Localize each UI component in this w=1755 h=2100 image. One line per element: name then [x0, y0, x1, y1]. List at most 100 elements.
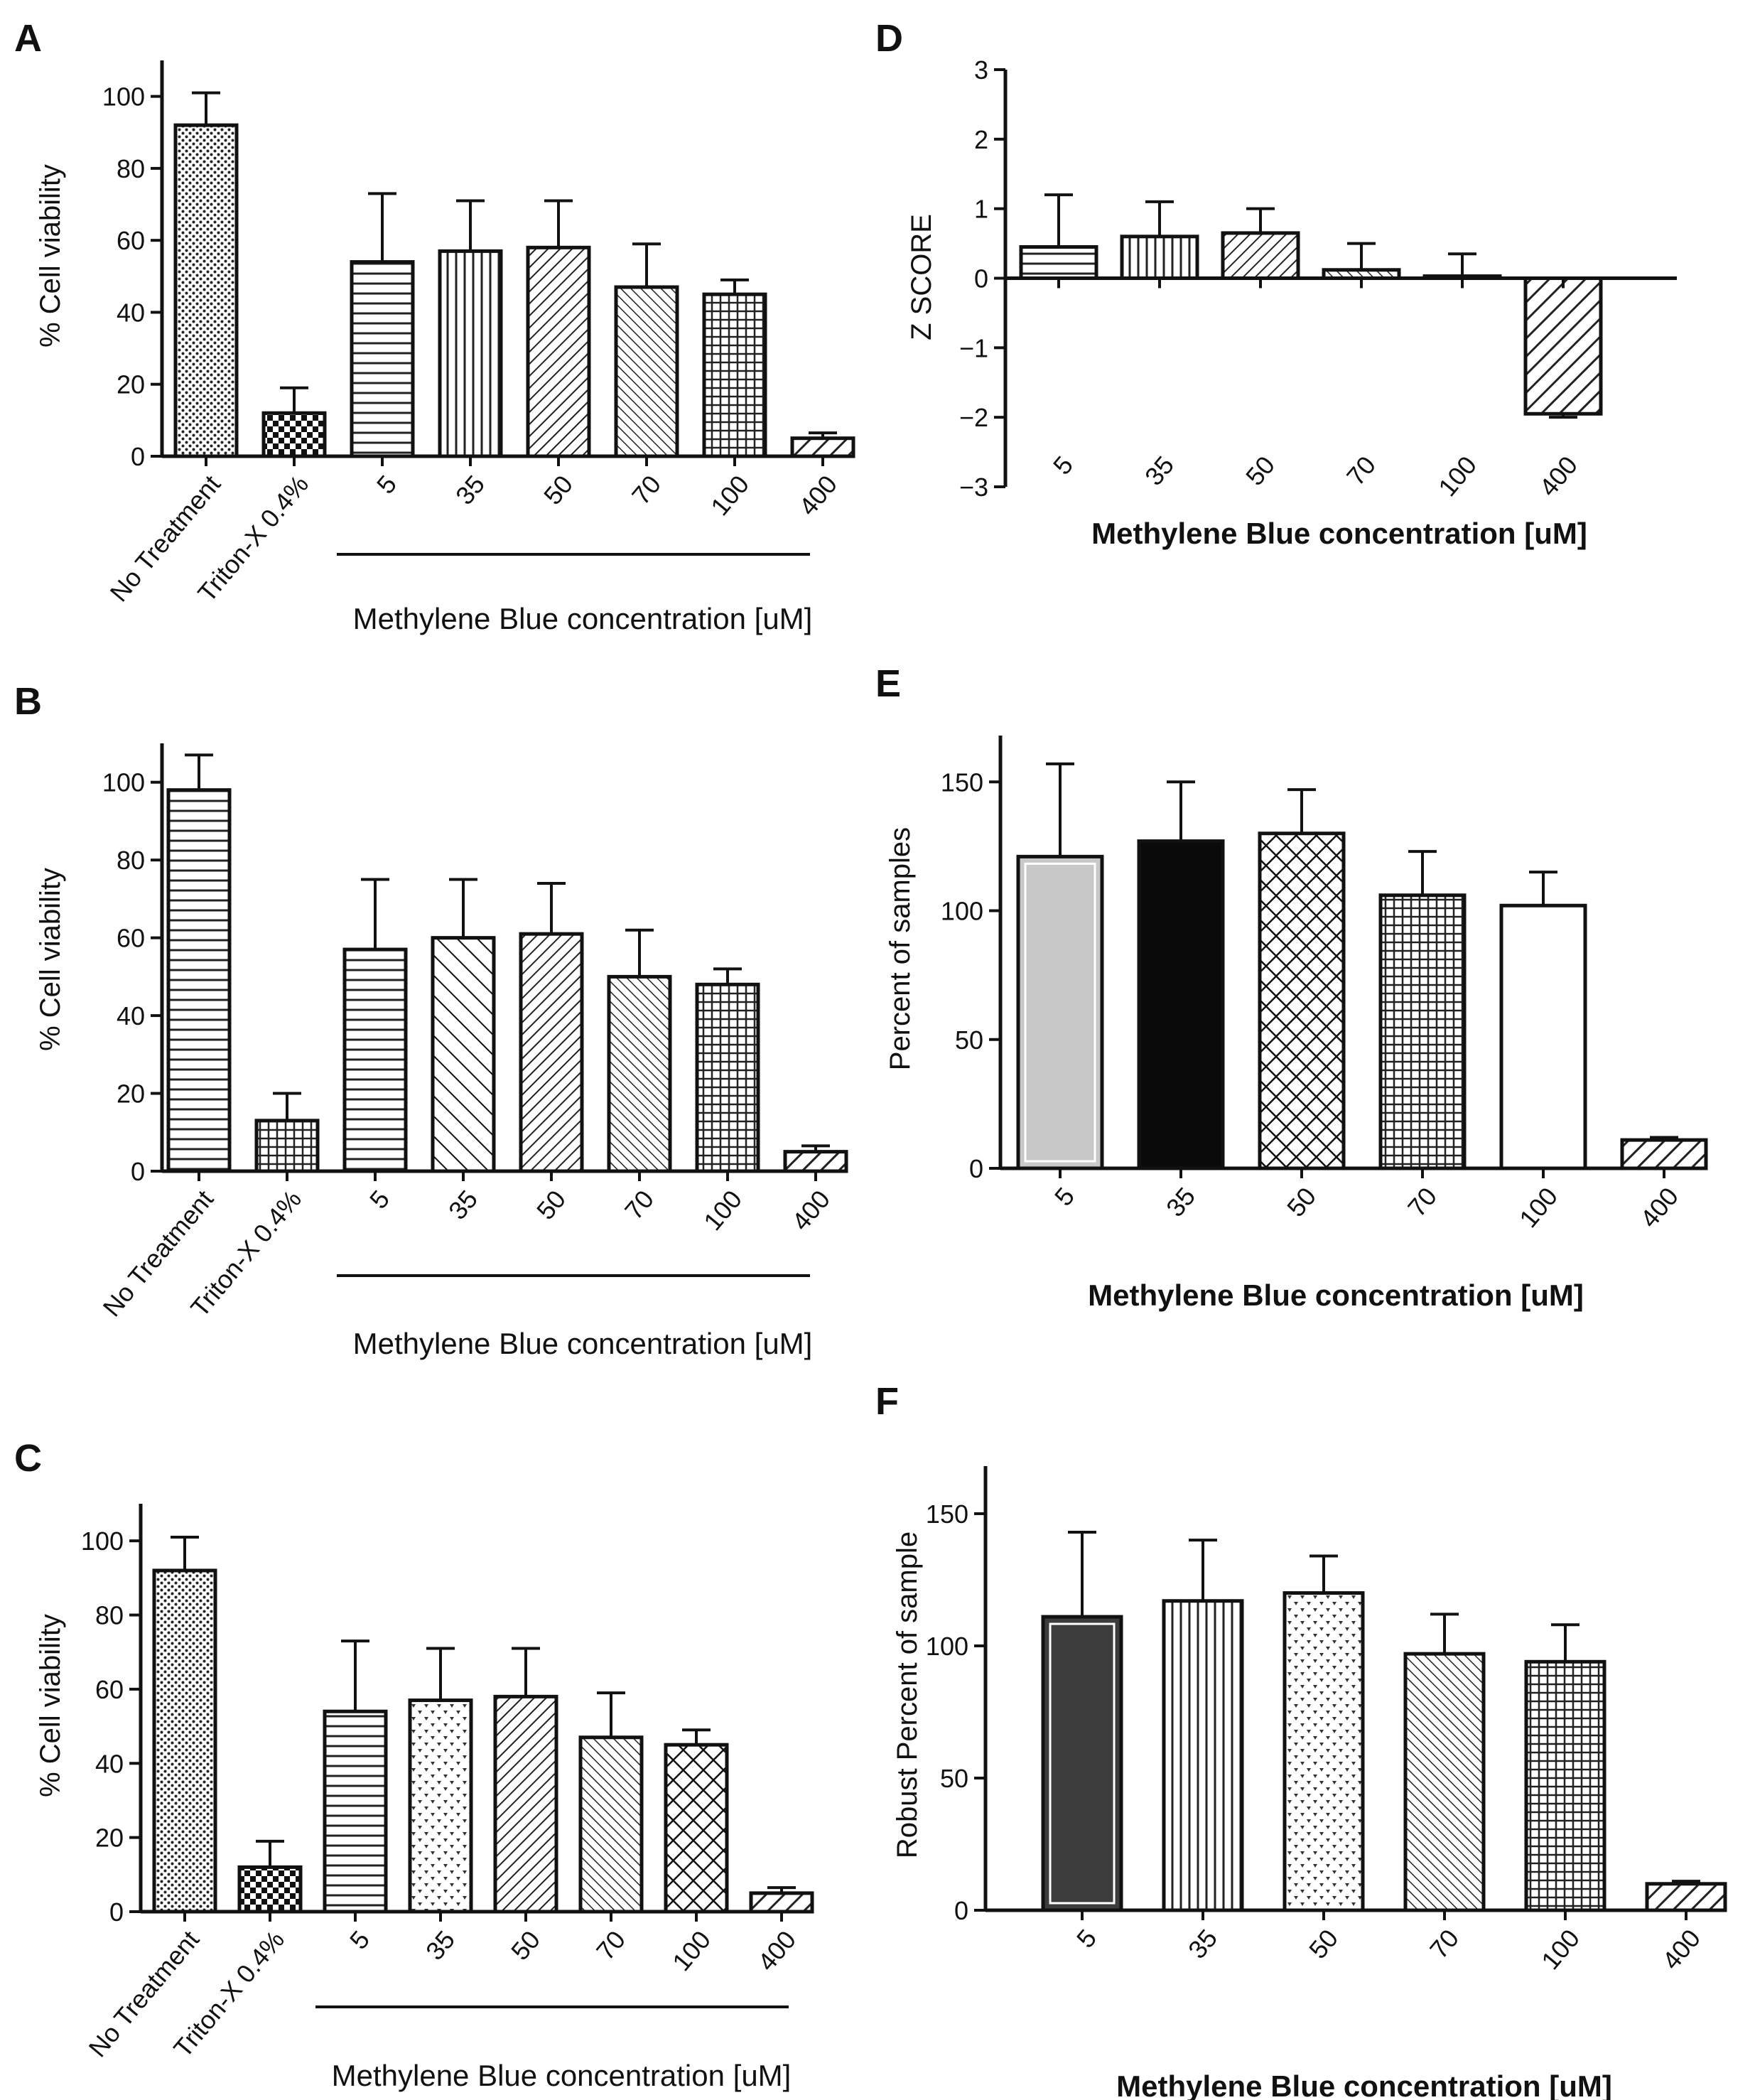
y-tick-label: 60	[95, 1675, 124, 1704]
x-tick-label: 35	[1139, 451, 1179, 491]
y-tick-label: −3	[959, 473, 988, 502]
x-tick-label: 400	[1634, 1182, 1684, 1233]
bar	[578, 1735, 644, 1914]
bar	[350, 260, 415, 458]
panel-letter: B	[14, 680, 42, 723]
bar	[1422, 274, 1502, 281]
bar	[702, 292, 767, 458]
x-tick-label: 35	[1160, 1182, 1201, 1222]
bar	[254, 1119, 320, 1173]
x-axis-label: Methylene Blue concentration [uM]	[1116, 2069, 1612, 2100]
bar	[1620, 1138, 1708, 1170]
bar	[1221, 231, 1300, 280]
bar	[323, 1709, 388, 1914]
x-axis-label: Methylene Blue concentration [uM]	[1088, 1278, 1584, 1312]
x-tick-label: 100	[698, 1185, 747, 1236]
y-tick-label: 20	[95, 1824, 124, 1853]
x-tick-label: 5	[364, 1185, 395, 1215]
x-tick-label: 50	[531, 1185, 571, 1225]
bar	[438, 249, 503, 458]
bar	[1378, 893, 1467, 1170]
x-axis-label: Methylene Blue concentration [uM]	[332, 2059, 792, 2092]
y-axis-label: % Cell viability	[35, 164, 66, 348]
x-tick-label: 50	[1281, 1182, 1322, 1222]
y-tick-label: 0	[954, 1896, 968, 1925]
y-tick-label: 50	[955, 1025, 983, 1055]
bar	[607, 974, 672, 1173]
bar	[1120, 235, 1199, 280]
x-tick-label: 100	[1513, 1182, 1563, 1233]
x-tick-label: 5	[344, 1925, 375, 1955]
bar	[431, 936, 496, 1173]
y-tick-label: 60	[117, 226, 145, 255]
x-tick-label: 50	[1303, 1924, 1344, 1964]
bar	[342, 947, 408, 1173]
bar	[783, 1150, 848, 1173]
bar	[790, 436, 855, 458]
bar	[237, 1865, 303, 1914]
y-tick-label: 60	[117, 924, 145, 953]
y-tick-label: −1	[959, 333, 988, 362]
x-tick-label: 70	[1402, 1182, 1442, 1222]
y-tick-label: 20	[117, 370, 145, 399]
y-axis-label: Percent of samples	[885, 827, 916, 1070]
x-tick-label: 70	[590, 1925, 631, 1966]
y-tick-label: 1	[974, 195, 988, 224]
y-tick-label: 0	[974, 264, 988, 294]
y-tick-label: 20	[117, 1079, 145, 1109]
bar	[695, 982, 760, 1173]
bar	[1258, 831, 1346, 1170]
y-axis-label: Robust Percent of sample	[892, 1531, 923, 1858]
y-tick-label: 100	[102, 82, 145, 112]
x-tick-label: 70	[1424, 1924, 1464, 1964]
y-tick-label: 40	[117, 298, 145, 327]
bar-inner-border	[1024, 862, 1096, 1163]
bar	[1524, 1659, 1606, 1912]
x-tick-label: 400	[752, 1925, 801, 1976]
bar	[173, 123, 239, 458]
bar	[1322, 268, 1401, 281]
bar	[152, 1568, 217, 1914]
bar	[1162, 1599, 1244, 1912]
x-tick-label: 50	[1240, 451, 1280, 491]
x-axis-label: Methylene Blue concentration [uM]	[353, 1327, 813, 1360]
y-tick-label: 50	[940, 1764, 968, 1793]
bar	[749, 1891, 814, 1914]
y-tick-label: 100	[81, 1526, 124, 1556]
y-tick-label: 0	[969, 1154, 983, 1183]
bar	[1137, 839, 1225, 1170]
bar	[519, 932, 584, 1173]
y-tick-label: 0	[109, 1897, 124, 1927]
y-tick-label: 40	[95, 1749, 124, 1778]
bar	[664, 1743, 729, 1914]
x-tick-label: 70	[1341, 451, 1381, 491]
y-tick-label: 80	[95, 1601, 124, 1630]
chart-panel-d: D −3 −2 −1 0 1 2 3 Z SCORE 5 35 50 70 100 400 Methylene…	[875, 17, 1677, 550]
x-tick-label: 35	[420, 1925, 460, 1966]
y-tick-label: 0	[131, 442, 145, 471]
x-tick-label: 400	[793, 470, 843, 521]
y-axis-label: Z SCORE	[906, 214, 937, 340]
y-tick-label: 40	[117, 1001, 145, 1030]
x-tick-label: 5	[1071, 1924, 1102, 1954]
bar	[1645, 1882, 1727, 1912]
bar	[1041, 1615, 1123, 1912]
x-tick-label: 5	[371, 470, 402, 500]
y-tick-label: 0	[131, 1157, 145, 1186]
panel-letter: C	[14, 1437, 42, 1480]
bar	[526, 245, 591, 458]
y-axis-label: % Cell viability	[35, 1614, 66, 1797]
x-tick-label: 100	[666, 1925, 716, 1976]
y-tick-label: 80	[117, 846, 145, 875]
chart-panel-e: E 0 50 100 150 Percent of samples 5 35 50 70 100 40…	[875, 662, 1708, 1312]
y-tick-label: 150	[941, 768, 983, 797]
y-axis-label: % Cell viability	[35, 868, 66, 1051]
y-tick-label: 100	[926, 1632, 968, 1661]
x-tick-label: 35	[450, 470, 490, 510]
panel-letter: E	[875, 662, 901, 705]
bar-inner-border	[1049, 1622, 1116, 1905]
